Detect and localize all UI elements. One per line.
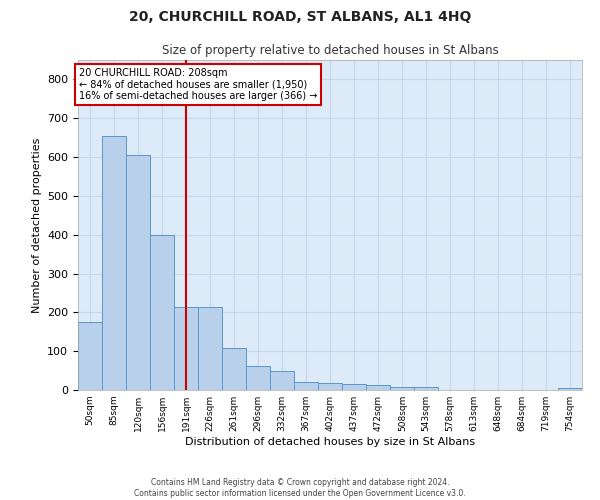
Bar: [150, 234, 174, 390]
Bar: [102, 136, 126, 390]
Text: Contains HM Land Registry data © Crown copyright and database right 2024.
Contai: Contains HM Land Registry data © Crown c…: [134, 478, 466, 498]
Bar: [78, 322, 102, 390]
Bar: [294, 382, 318, 390]
Y-axis label: Number of detached properties: Number of detached properties: [32, 138, 41, 312]
Bar: [342, 384, 366, 390]
Bar: [391, 387, 414, 390]
Bar: [246, 366, 271, 390]
Bar: [414, 387, 438, 390]
Bar: [271, 370, 294, 390]
Bar: [318, 384, 342, 390]
Title: Size of property relative to detached houses in St Albans: Size of property relative to detached ho…: [161, 44, 499, 58]
Bar: [222, 348, 246, 390]
Bar: [198, 306, 222, 390]
Bar: [126, 155, 150, 390]
Bar: [366, 385, 391, 390]
Bar: [174, 306, 198, 390]
Text: 20, CHURCHILL ROAD, ST ALBANS, AL1 4HQ: 20, CHURCHILL ROAD, ST ALBANS, AL1 4HQ: [129, 10, 471, 24]
X-axis label: Distribution of detached houses by size in St Albans: Distribution of detached houses by size …: [185, 437, 475, 447]
Bar: [558, 388, 582, 390]
Text: 20 CHURCHILL ROAD: 208sqm
← 84% of detached houses are smaller (1,950)
16% of se: 20 CHURCHILL ROAD: 208sqm ← 84% of detac…: [79, 68, 317, 101]
